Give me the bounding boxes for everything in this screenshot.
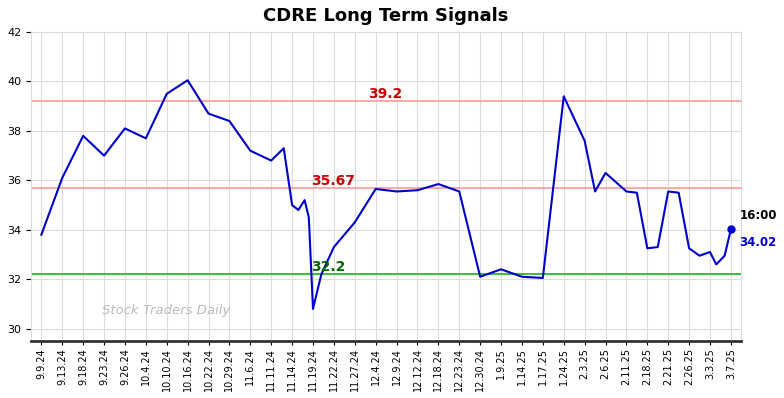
Text: Stock Traders Daily: Stock Traders Daily xyxy=(102,304,230,316)
Text: 16:00: 16:00 xyxy=(739,209,777,222)
Text: 32.2: 32.2 xyxy=(311,260,346,274)
Text: 34.02: 34.02 xyxy=(739,236,776,250)
Text: 35.67: 35.67 xyxy=(311,174,355,189)
Text: 39.2: 39.2 xyxy=(368,87,403,101)
Title: CDRE Long Term Signals: CDRE Long Term Signals xyxy=(263,7,509,25)
